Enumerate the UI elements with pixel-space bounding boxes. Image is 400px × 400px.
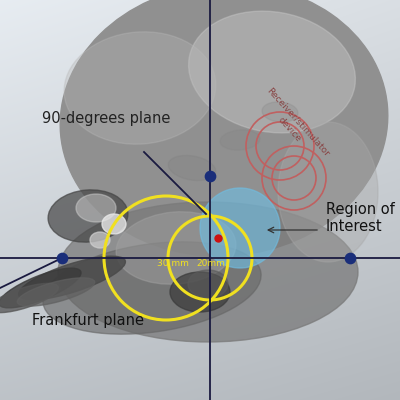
Ellipse shape [43, 242, 261, 334]
Ellipse shape [262, 102, 298, 122]
Point [347, 255, 353, 261]
Ellipse shape [60, 0, 388, 256]
Text: Frankfurt plane: Frankfurt plane [32, 312, 144, 328]
Ellipse shape [102, 214, 126, 234]
Ellipse shape [189, 11, 355, 133]
Ellipse shape [116, 212, 236, 284]
Ellipse shape [170, 272, 230, 312]
Point [215, 235, 221, 241]
Point [59, 255, 65, 261]
Point [207, 173, 213, 179]
Text: Region of
Interest: Region of Interest [326, 202, 395, 234]
Ellipse shape [90, 232, 110, 248]
Ellipse shape [18, 256, 126, 300]
Text: 90-degrees plane: 90-degrees plane [42, 110, 170, 126]
Ellipse shape [17, 278, 95, 306]
Ellipse shape [188, 270, 228, 298]
Text: 20mm: 20mm [197, 259, 226, 268]
Circle shape [200, 188, 280, 268]
Ellipse shape [58, 202, 358, 342]
Ellipse shape [64, 32, 216, 144]
Ellipse shape [168, 156, 216, 180]
Ellipse shape [220, 130, 260, 150]
Text: Receiver/stimulator
device: Receiver/stimulator device [257, 86, 331, 166]
Ellipse shape [48, 190, 128, 242]
Text: 30 mm: 30 mm [157, 259, 189, 268]
Ellipse shape [0, 283, 58, 313]
Ellipse shape [278, 122, 378, 262]
Ellipse shape [0, 268, 81, 308]
Ellipse shape [76, 194, 116, 222]
